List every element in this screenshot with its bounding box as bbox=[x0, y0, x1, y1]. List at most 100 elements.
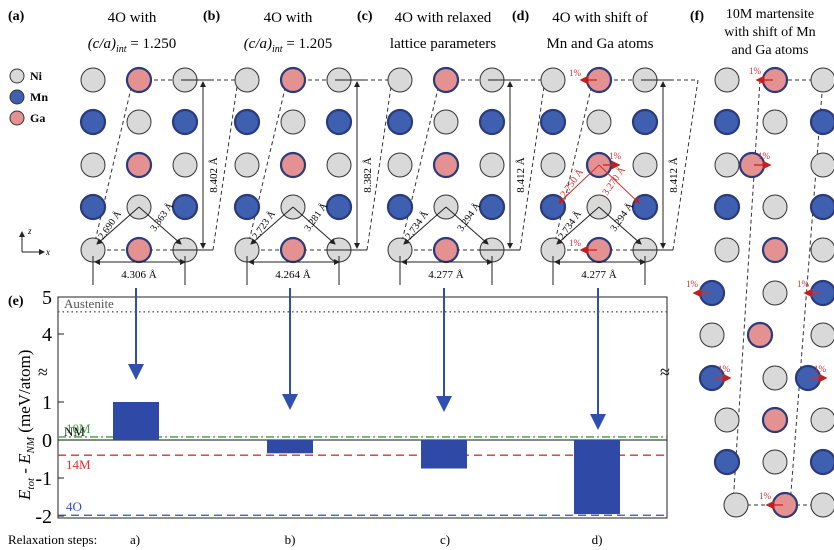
chart-arrows bbox=[128, 288, 606, 430]
atom-ni bbox=[586, 109, 612, 135]
legend-mn-label: Mn bbox=[30, 90, 48, 104]
panel-d-letter: (d) bbox=[512, 9, 529, 24]
atom-ni bbox=[714, 237, 740, 263]
panel-f-title-line3: and Ga atoms bbox=[732, 43, 809, 58]
lattice-a: 8.402 Å4.306 Å2.690 Å 3.363 Å bbox=[79, 66, 239, 285]
chart-xlabel: Relaxation steps: bbox=[8, 532, 97, 547]
panel-a-title-line2: (c/a)int = 1.250 bbox=[88, 36, 177, 55]
legend-ga-label: Ga bbox=[30, 111, 45, 125]
atom-mn bbox=[233, 108, 261, 136]
panel-c-title-line2: lattice parameters bbox=[390, 36, 496, 52]
atom-ga bbox=[279, 66, 307, 94]
atom-ni bbox=[762, 194, 788, 220]
panel-c-letter: (c) bbox=[357, 9, 373, 24]
atom-ga bbox=[432, 66, 460, 94]
cell-outline-f bbox=[732, 79, 824, 506]
atom-ni bbox=[723, 492, 749, 518]
distance-arrow-1 bbox=[250, 206, 294, 245]
width-label: 4.306 Å bbox=[121, 269, 157, 281]
atom-mn bbox=[713, 193, 741, 221]
atom-ni bbox=[80, 152, 106, 178]
atom-mn bbox=[233, 193, 261, 221]
atom-ni bbox=[433, 109, 459, 135]
atom-ni bbox=[172, 152, 198, 178]
legend-mn-swatch bbox=[9, 89, 25, 105]
atom-ni bbox=[762, 280, 788, 306]
y-tick-label: 4 bbox=[42, 324, 52, 346]
width-label: 4.277 Å bbox=[428, 269, 464, 281]
distance-arrow-1 bbox=[556, 206, 600, 245]
shift-label-f: 1% bbox=[718, 364, 731, 374]
atom-ga bbox=[432, 236, 460, 264]
atom-mn bbox=[171, 193, 199, 221]
x-axis-label: x bbox=[45, 247, 50, 257]
distance-label-2: 3.281 Å bbox=[302, 200, 331, 234]
atom-mn bbox=[713, 448, 741, 476]
height-label: 8.382 Å bbox=[362, 157, 374, 193]
atom-ni bbox=[762, 449, 788, 475]
lattice-d: 8.412 Å4.277 Å2.734 Å 3.294 Å2.750 Å 3.270… bbox=[539, 66, 699, 285]
atom-ni bbox=[714, 407, 740, 433]
atom-legend: Ni Mn Ga bbox=[9, 68, 48, 126]
atom-mn bbox=[713, 108, 741, 136]
panel-d-title: (d) 4O with shift of Mn and Ga atoms bbox=[512, 9, 654, 52]
height-label: 8.402 Å bbox=[208, 157, 220, 193]
shift-label-f: 1% bbox=[759, 491, 772, 501]
distance-arrow-2 bbox=[445, 206, 489, 245]
width-label: 4.277 Å bbox=[581, 269, 617, 281]
distance-label-2: 3.294 Å bbox=[455, 200, 484, 234]
atom-ni bbox=[479, 152, 505, 178]
atom-ni bbox=[632, 152, 658, 178]
atom-ni bbox=[387, 152, 413, 178]
y-tick-label: -1 bbox=[35, 468, 52, 490]
y-tick-label: 1 bbox=[42, 392, 52, 414]
atom-ga bbox=[125, 66, 153, 94]
atom-mn bbox=[325, 193, 353, 221]
panel-a-letter: (a) bbox=[8, 9, 25, 24]
atom-ni bbox=[126, 109, 152, 135]
atom-mn bbox=[325, 108, 353, 136]
panel-d-title-line2: Mn and Ga atoms bbox=[546, 36, 653, 52]
bar-d bbox=[574, 440, 620, 515]
lattice-panel-f: 1% 1% 1% 1% 1% 1% 1% bbox=[686, 66, 834, 519]
atom-mn bbox=[809, 193, 834, 221]
panel-b-letter: (b) bbox=[203, 9, 220, 24]
shift-distance-arrow-2 bbox=[598, 164, 640, 204]
category-label: c) bbox=[440, 532, 450, 547]
atom-mn bbox=[79, 108, 107, 136]
reference-label-14m: 14M bbox=[66, 457, 91, 472]
shift-label-f: 1% bbox=[749, 66, 762, 76]
panel-b-title: (b) 4O with (c/a)int = 1.205 bbox=[203, 9, 332, 55]
bar-a bbox=[113, 402, 159, 440]
atom-ni bbox=[234, 152, 260, 178]
category-label: b) bbox=[285, 532, 296, 547]
lattice-panels: 8.402 Å4.306 Å2.690 Å 3.363 Å8.382 Å4.264… bbox=[79, 66, 699, 285]
z-axis-label: z bbox=[27, 226, 32, 236]
chart-ylabel: Etot - ENM (meV/atom) bbox=[15, 350, 37, 501]
width-label: 4.264 Å bbox=[275, 269, 311, 281]
atom-ga bbox=[761, 236, 789, 264]
atom-ni bbox=[80, 67, 106, 93]
atom-mn bbox=[386, 193, 414, 221]
distance-label-2: 3.363 Å bbox=[148, 200, 177, 234]
atom-mn bbox=[171, 108, 199, 136]
panel-f-title-line1: 10M martensite bbox=[726, 7, 814, 22]
atom-ni bbox=[387, 67, 413, 93]
atom-ga bbox=[125, 236, 153, 264]
reference-label-10m: 10M bbox=[66, 421, 91, 436]
atom-ni bbox=[326, 152, 352, 178]
panel-c-title: (c) 4O with relaxed lattice parameters bbox=[357, 9, 496, 52]
chart-frame bbox=[57, 296, 668, 519]
atom-ga bbox=[432, 151, 460, 179]
panel-c-title-line1: 4O with relaxed bbox=[395, 10, 492, 26]
lattice-c: 8.412 Å4.277 Å2.734 Å 3.294 Å bbox=[386, 66, 546, 285]
shift-label-bottom: 1% bbox=[569, 238, 582, 248]
height-label: 8.412 Å bbox=[515, 157, 527, 193]
atom-ga bbox=[746, 321, 774, 349]
panel-d-title-line1: 4O with shift of bbox=[552, 10, 647, 26]
atom-mn bbox=[631, 108, 659, 136]
atom-ga bbox=[279, 151, 307, 179]
atom-ni bbox=[762, 365, 788, 391]
category-label: d) bbox=[592, 532, 603, 547]
